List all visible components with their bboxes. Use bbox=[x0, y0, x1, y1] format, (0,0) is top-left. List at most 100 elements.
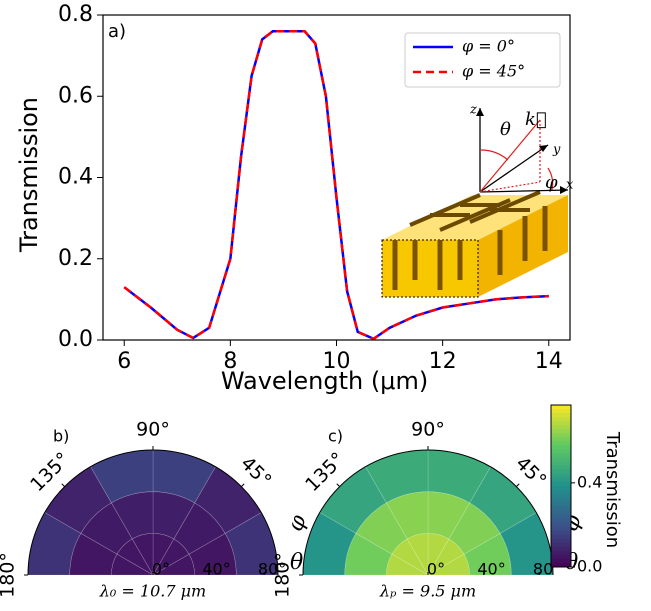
colorbar-band bbox=[551, 465, 571, 471]
polar-frame bbox=[302, 449, 554, 576]
panel-label: a) bbox=[108, 21, 126, 42]
x-tick-label: 10 bbox=[323, 349, 351, 374]
legend-label: φ = 45° bbox=[462, 62, 525, 81]
inset-label: z bbox=[469, 103, 477, 118]
colorbar-band bbox=[551, 461, 571, 467]
x-tick-label: 6 bbox=[117, 349, 131, 374]
colorbar-band bbox=[551, 554, 571, 560]
colorbar-label: Transmission bbox=[602, 431, 623, 548]
colorbar-band bbox=[551, 546, 571, 552]
colorbar-band bbox=[551, 413, 571, 418]
phi-tick bbox=[61, 483, 65, 487]
x-tick-label: 12 bbox=[429, 349, 457, 374]
r-tick-label: 40° bbox=[202, 560, 230, 579]
colorbar-band bbox=[551, 457, 571, 463]
x-axis-label: Wavelength (μm) bbox=[221, 367, 428, 395]
heat-cell bbox=[427, 538, 465, 576]
colorbar-band bbox=[551, 502, 571, 507]
inset-label: k⃗ bbox=[525, 109, 547, 130]
inset-label: x bbox=[566, 178, 574, 193]
colorbar-band bbox=[551, 449, 571, 455]
colorbar-band bbox=[551, 429, 571, 434]
caption: λ₀ = 10.7 μm bbox=[99, 582, 206, 601]
block-top bbox=[382, 195, 568, 240]
inset-schematic bbox=[381, 108, 569, 298]
heat-cell bbox=[391, 538, 429, 576]
phi-tick-label: 180° bbox=[0, 552, 19, 598]
colorbar-band bbox=[551, 534, 571, 540]
colorbar-band bbox=[551, 518, 571, 523]
phi-tick-label: 90° bbox=[136, 419, 170, 441]
inset-label: y bbox=[552, 143, 561, 158]
colorbar-band bbox=[551, 514, 571, 519]
r-tick-label: 0° bbox=[152, 560, 170, 579]
colorbar-band bbox=[551, 437, 571, 442]
colorbar-band bbox=[551, 538, 571, 544]
colorbar-band bbox=[551, 486, 571, 491]
x-tick-label: 14 bbox=[535, 349, 563, 374]
phi-tick bbox=[336, 483, 340, 487]
colorbar-frame bbox=[550, 404, 572, 568]
x-tick-label: 8 bbox=[223, 349, 237, 374]
colorbar-band bbox=[551, 494, 571, 499]
colorbar-band bbox=[551, 417, 571, 422]
heat-cell bbox=[152, 538, 190, 576]
r-tick-label: 40° bbox=[477, 560, 505, 579]
phi-tick bbox=[516, 483, 520, 487]
colorbar-band bbox=[551, 550, 571, 556]
colorbar-band bbox=[551, 506, 571, 511]
colorbar-band bbox=[551, 453, 571, 459]
colorbar-band bbox=[551, 469, 571, 475]
r-tick-label: 80° bbox=[258, 560, 286, 579]
colorbar-band bbox=[551, 477, 571, 483]
polar-frame bbox=[27, 449, 279, 576]
colorbar-band bbox=[551, 421, 571, 426]
r-tick-label: 0° bbox=[427, 560, 445, 579]
phi-tick-label: 180° bbox=[272, 552, 294, 598]
heat-cell bbox=[344, 532, 393, 576]
colorbar-band bbox=[551, 562, 571, 568]
colorbar-band bbox=[551, 558, 571, 564]
colorbar-band bbox=[551, 433, 571, 438]
panel-label: c) bbox=[328, 427, 343, 446]
unit-cell bbox=[381, 239, 479, 298]
heat-cell bbox=[152, 491, 196, 540]
colorbar-tick-label: 0.0 bbox=[577, 557, 602, 576]
slots bbox=[392, 206, 548, 290]
colorbar-band bbox=[551, 510, 571, 515]
y-tick-label: 0.6 bbox=[58, 83, 93, 108]
heat-cell bbox=[427, 491, 471, 540]
r-axis-label: θ bbox=[290, 550, 303, 575]
heat-cell bbox=[116, 538, 154, 576]
colorbar-band bbox=[551, 522, 571, 527]
legend-label: φ = 0° bbox=[462, 37, 515, 56]
colorbar-band bbox=[551, 542, 571, 548]
y-tick-label: 0.4 bbox=[58, 165, 93, 190]
colorbar-band bbox=[551, 530, 571, 536]
colorbar-band bbox=[551, 425, 571, 430]
phi-tick-label: 90° bbox=[411, 419, 445, 441]
colorbar-band bbox=[551, 405, 571, 410]
inset-label: θ bbox=[500, 119, 511, 140]
y-tick-label: 0.8 bbox=[58, 2, 93, 27]
colorbar-band bbox=[551, 445, 571, 451]
colorbar-band bbox=[551, 409, 571, 414]
colorbar-band bbox=[551, 441, 571, 446]
colorbar-band bbox=[551, 473, 571, 479]
y-axis-label: Transmission bbox=[15, 97, 43, 253]
y-tick-label: 0.2 bbox=[58, 246, 93, 271]
caption: λₚ = 9.5 μm bbox=[379, 582, 476, 601]
colorbar-band bbox=[551, 526, 571, 532]
data-line bbox=[123, 30, 549, 341]
panel-label: b) bbox=[53, 427, 69, 446]
y-tick-label: 0.0 bbox=[58, 327, 93, 352]
inset-label: φ bbox=[545, 172, 558, 193]
phi-axis-label: φ bbox=[283, 511, 312, 535]
colorbar-band bbox=[551, 481, 571, 487]
colorbar-tick-label: 0.4 bbox=[577, 472, 602, 491]
colorbar-band bbox=[551, 498, 571, 503]
phi-tick bbox=[241, 483, 245, 487]
grooves bbox=[409, 190, 541, 232]
colorbar-band bbox=[551, 490, 571, 495]
